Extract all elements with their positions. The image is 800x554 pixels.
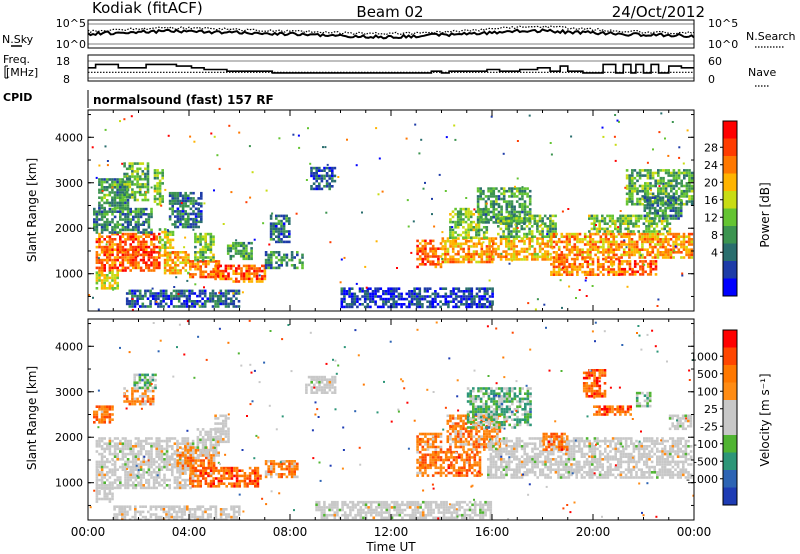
colorbar-swatch	[723, 138, 737, 156]
noise-left-tick-bottom: 10^0	[56, 38, 86, 51]
colorbar-tick-label: 1000	[690, 350, 718, 363]
freq-tick-bottom: 8	[63, 73, 70, 86]
cpid-label: CPID	[3, 91, 32, 104]
time-tick-label: 08:00	[273, 525, 308, 539]
colorbar-tick-label: -100	[693, 438, 718, 451]
colorbar-swatch	[723, 156, 737, 174]
nave-tick-top: 60	[708, 55, 722, 68]
colorbar-swatch	[723, 400, 737, 418]
colorbar-tick-label: 16	[704, 194, 718, 207]
velocity-colorbar: 1000 500 100 25 -25 -100 -500 -1000	[686, 329, 738, 506]
date-title: 24/Oct/2012	[612, 3, 705, 21]
colorbar-swatch	[723, 191, 737, 209]
frequency-panel: 18 8 60 0 Freq. [MHz] Nave	[3, 53, 776, 87]
noise-left-tick-top: 10^5	[56, 17, 86, 30]
freq-tick-top: 18	[56, 55, 70, 68]
colorbar-swatch	[723, 208, 737, 226]
colorbar-swatch	[723, 330, 737, 348]
colorbar-swatch	[723, 278, 737, 296]
nave-tick-bottom: 0	[708, 73, 715, 86]
nsearch-series-line	[87, 25, 695, 36]
power-panel: 1000 2000 3000 4000 Slant Range [km] 28 24 20…	[25, 109, 772, 312]
range-tick-label: 1000	[55, 268, 83, 281]
colorbar-tick-label: -25	[700, 420, 718, 433]
colorbar-swatch	[723, 243, 737, 261]
colorbar-tick-label: 25	[704, 403, 718, 416]
colorbar-swatch	[723, 261, 737, 279]
velocity-y-axis-label: Slant Range [km]	[25, 366, 39, 470]
range-tick-label: 4000	[55, 340, 83, 353]
range-tick-label: 2000	[55, 222, 83, 235]
power-heatmap-cells	[88, 112, 694, 311]
range-tick-label: 3000	[55, 177, 83, 190]
time-tick-label: 16:00	[475, 525, 510, 539]
program-name: normalsound (fast) 157 RF	[93, 93, 274, 107]
nsky-label: N.Sky	[2, 33, 34, 46]
time-tick-label: 00:00	[71, 525, 106, 539]
freq-label-line2: [MHz]	[6, 66, 38, 79]
velocity-heatmap-cells	[89, 319, 694, 520]
power-colorbar-label: Power [dB]	[758, 182, 772, 247]
colorbar-swatch	[723, 226, 737, 244]
velocity-panel: 1000 2000 3000 4000 Slant Range [km] 1000 50…	[25, 318, 772, 521]
colorbar-tick-label: 20	[704, 176, 718, 189]
colorbar-tick-label: 500	[697, 368, 718, 381]
range-tick-label: 3000	[55, 386, 83, 399]
colorbar-tick-label: 100	[697, 385, 718, 398]
time-axis-label: Time UT	[365, 540, 416, 554]
colorbar-swatch	[723, 173, 737, 191]
range-tick-label: 1000	[55, 477, 83, 490]
power-y-axis-label: Slant Range [km]	[25, 158, 39, 262]
colorbar-tick-label: 4	[711, 246, 718, 259]
noise-right-tick-top: 10^5	[708, 17, 738, 30]
colorbar-swatch	[723, 417, 737, 435]
power-colorbar: 28 24 20 16 12 8 4	[704, 120, 738, 297]
velocity-colorbar-label: Velocity [m s⁻¹]	[758, 373, 772, 466]
colorbar-tick-label: 12	[704, 211, 718, 224]
time-tick-label: 12:00	[374, 525, 409, 539]
freq-label-line1: Freq.	[3, 53, 30, 66]
colorbar-swatch	[723, 365, 737, 383]
colorbar-tick-label: 24	[704, 159, 718, 172]
station-title: Kodiak (fitACF)	[92, 0, 203, 17]
colorbar-tick-label: -500	[693, 455, 718, 468]
colorbar-tick-label: 8	[711, 229, 718, 242]
nave-label: Nave	[748, 66, 776, 79]
beam-title: Beam 02	[356, 3, 423, 21]
noise-right-tick-bottom: 10^0	[708, 38, 738, 51]
colorbar-swatch	[723, 435, 737, 453]
nsky-series-line	[87, 28, 695, 40]
frequency-series-line	[88, 63, 694, 74]
time-axis: 00:00 04:00 08:00 12:00 16:00 20:00 00:00	[71, 525, 712, 539]
colorbar-tick-label: -1000	[686, 473, 718, 486]
range-tick-label: 2000	[55, 431, 83, 444]
colorbar-swatch	[723, 452, 737, 470]
range-tick-label: 4000	[55, 131, 83, 144]
colorbar-swatch	[723, 487, 737, 505]
time-tick-label: 04:00	[172, 525, 207, 539]
nsearch-label: N.Search	[746, 30, 796, 43]
colorbar-swatch	[723, 470, 737, 488]
time-tick-label: 00:00	[677, 525, 712, 539]
colorbar-swatch	[723, 382, 737, 400]
colorbar-swatch	[723, 347, 737, 365]
noise-panel: 10^5 10^0 10^5 10^0 N.Sky N.Search	[2, 17, 796, 51]
time-tick-label: 20:00	[576, 525, 611, 539]
colorbar-swatch	[723, 121, 737, 139]
colorbar-tick-label: 28	[704, 141, 718, 154]
